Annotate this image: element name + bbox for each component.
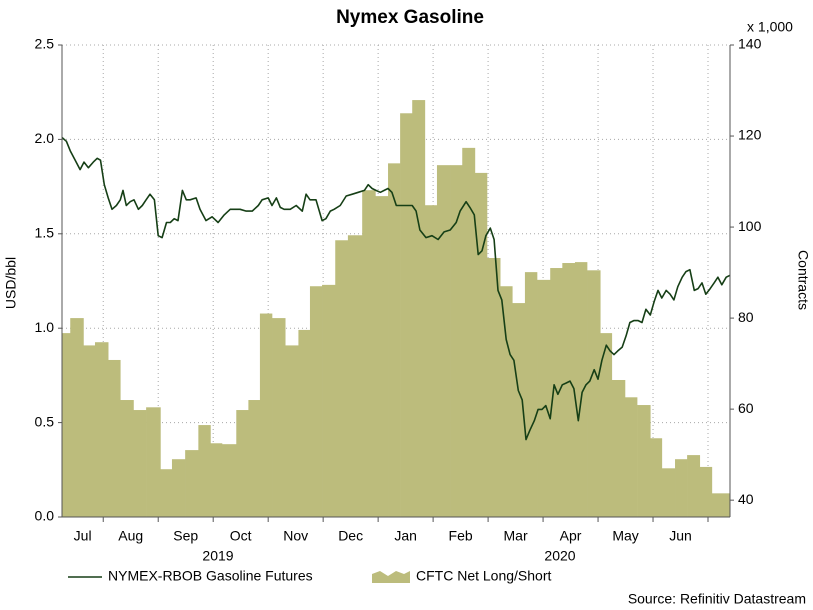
area-step [450,165,463,518]
x-tick-label: Dec [338,528,363,544]
legend-label: CFTC Net Long/Short [416,568,551,584]
area-step [512,303,526,517]
year-label: 2019 [202,548,233,564]
area-step [375,196,389,517]
y-tick-label: 2.5 [35,36,55,52]
area-step [298,329,311,517]
area-step [362,190,376,518]
area-step [146,407,161,517]
y-tick-label: 1.5 [35,225,55,241]
x-tick-label: Jan [394,528,417,544]
area-step [474,172,488,517]
area-step [574,262,588,517]
area-step [637,405,651,517]
area-step [562,263,576,517]
area-step [486,258,501,517]
area-step [611,379,626,517]
x-tick-label: Apr [560,528,582,544]
area-step [285,345,299,517]
area-step [70,318,84,517]
y2-tick-label: 60 [738,400,754,416]
y-tick-label: 0.5 [35,413,55,429]
area-step [259,313,273,517]
area-step [424,205,438,517]
area-step [524,272,538,517]
area-step [62,333,71,517]
y-axis-label: USD/bbl [3,257,19,309]
plot-data [61,100,731,518]
source-note: Source: Refinitiv Datastream [628,591,806,607]
area-step [400,113,413,517]
area-step [537,279,551,517]
area-step [185,450,199,517]
area-step [322,284,336,517]
area-step [160,469,173,517]
area-step [272,318,286,517]
y2-tick-label: 140 [738,36,762,52]
area-step [248,400,261,517]
area-step [650,438,663,517]
price-line [61,136,731,441]
area-step [309,286,323,517]
area-step [221,444,237,517]
area-step [133,410,147,517]
axes: 0.0 0.5 1.0 1.5 2.0 2.5 40 60 80 100 120 140 Jul Aug S… [35,36,762,544]
y2-unit: x 1,000 [747,19,793,35]
area-step [587,270,601,517]
y-tick-label: 1.0 [35,319,55,335]
area-step [335,240,349,518]
area-step [436,165,451,518]
x-tick-label: Jul [74,528,92,544]
y2-tick-label: 100 [738,218,762,234]
area-step [83,345,96,517]
area-step [600,333,613,517]
area-step [198,425,211,517]
area-step [711,493,731,517]
y-tick-label: 2.0 [35,130,55,146]
area-step [171,459,186,517]
area-step [236,410,249,517]
area-step [687,455,701,517]
year-label: 2020 [544,548,575,564]
x-tick-label: May [612,528,638,544]
x-tick-label: Jun [669,528,692,544]
legend-label: NYMEX-RBOB Gasoline Futures [108,568,313,584]
x-tick-label: Mar [504,528,528,544]
area-step [624,397,638,517]
area-step [500,286,513,517]
area-step [412,100,426,517]
x-tick-label: Aug [118,528,143,544]
area-step [120,400,134,517]
area-step [661,468,676,517]
x-tick-label: Oct [230,528,252,544]
area-step [94,342,109,517]
y2-axis-label: Contracts [795,250,811,310]
area-step [699,466,713,517]
legend-swatch [372,571,410,583]
x-tick-label: Nov [283,528,308,544]
x-tick-label: Sep [173,528,198,544]
y2-tick-label: 120 [738,127,762,143]
area-step [462,147,476,517]
y2-tick-label: 40 [738,491,754,507]
area-step [347,235,363,517]
chart-title: Nymex Gasoline [336,7,484,28]
area-step [388,163,401,517]
y-tick-label: 0.0 [35,508,55,524]
area-step [675,459,688,517]
area-step [210,443,223,517]
area-step [108,359,121,517]
y2-tick-label: 80 [738,309,754,325]
legend: NYMEX-RBOB Gasoline Futures CFTC Net Long… [68,568,551,584]
x-tick-label: Feb [449,528,473,544]
